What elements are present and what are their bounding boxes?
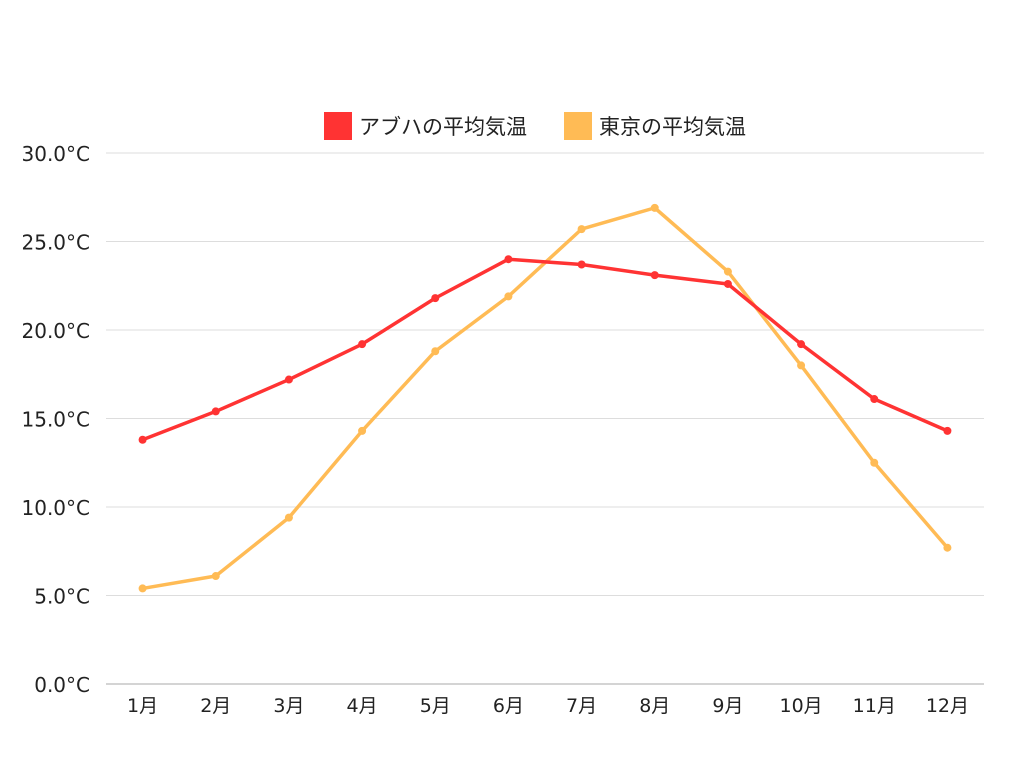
series-0 bbox=[138, 255, 952, 444]
data-point bbox=[650, 203, 659, 212]
legend[interactable]: アブハの平均気温 東京の平均気温 bbox=[324, 112, 746, 140]
y-tick-label: 20.0°C bbox=[22, 319, 91, 343]
data-point bbox=[284, 513, 293, 522]
data-point bbox=[797, 340, 806, 349]
data-point bbox=[943, 543, 952, 552]
data-point bbox=[650, 271, 659, 280]
data-point bbox=[870, 458, 879, 467]
y-tick-label: 0.0°C bbox=[34, 673, 90, 697]
legend-label: アブハの平均気温 bbox=[359, 115, 527, 139]
x-tick-label: 2月 bbox=[200, 695, 231, 717]
data-point bbox=[504, 255, 513, 264]
y-tick-label: 30.0°C bbox=[22, 142, 91, 166]
x-tick-label: 3月 bbox=[273, 695, 304, 717]
legend-label: 東京の平均気温 bbox=[599, 115, 746, 139]
x-tick-label: 11月 bbox=[853, 695, 896, 717]
data-point bbox=[138, 584, 147, 593]
data-point bbox=[284, 375, 293, 384]
x-tick-label: 8月 bbox=[639, 695, 670, 717]
series-group bbox=[138, 203, 952, 593]
data-point bbox=[943, 426, 952, 435]
legend-swatch bbox=[564, 112, 592, 140]
data-point bbox=[723, 279, 732, 288]
x-tick-label: 9月 bbox=[712, 695, 743, 717]
x-tick-label: 5月 bbox=[420, 695, 451, 717]
data-point bbox=[431, 294, 440, 303]
y-axis: 0.0°C 5.0°C 10.0°C 15.0°C 20.0°C 25.0°C 30.0°C bbox=[22, 142, 91, 697]
data-point bbox=[870, 395, 879, 404]
x-tick-label: 4月 bbox=[347, 695, 378, 717]
x-tick-label: 10月 bbox=[779, 695, 822, 717]
grid-lines bbox=[106, 152, 984, 685]
y-tick-label: 5.0°C bbox=[34, 585, 90, 609]
data-point bbox=[211, 407, 220, 416]
x-tick-label: 7月 bbox=[566, 695, 597, 717]
x-tick-label: 12月 bbox=[926, 695, 969, 717]
legend-item-1[interactable]: 東京の平均気温 bbox=[564, 112, 746, 140]
data-point bbox=[358, 340, 367, 349]
y-tick-label: 15.0°C bbox=[22, 408, 91, 432]
y-tick-label: 25.0°C bbox=[22, 231, 91, 255]
legend-item-0[interactable]: アブハの平均気温 bbox=[324, 112, 527, 140]
data-point bbox=[723, 267, 732, 276]
series-line bbox=[142, 206, 949, 591]
data-point bbox=[358, 426, 367, 435]
data-point bbox=[577, 225, 586, 234]
data-point bbox=[797, 361, 806, 370]
data-point bbox=[577, 260, 586, 269]
legend-swatch bbox=[324, 112, 352, 140]
x-tick-label: 1月 bbox=[127, 695, 158, 717]
x-axis: 1月 2月 3月 4月 5月 6月 7月 8月 9月 10月 11月 12月 bbox=[127, 695, 969, 717]
data-point bbox=[431, 347, 440, 356]
data-point bbox=[138, 435, 147, 444]
data-point bbox=[504, 292, 513, 301]
data-point bbox=[211, 572, 220, 581]
series-line bbox=[141, 257, 949, 442]
y-tick-label: 10.0°C bbox=[22, 496, 91, 520]
x-tick-label: 6月 bbox=[493, 695, 524, 717]
